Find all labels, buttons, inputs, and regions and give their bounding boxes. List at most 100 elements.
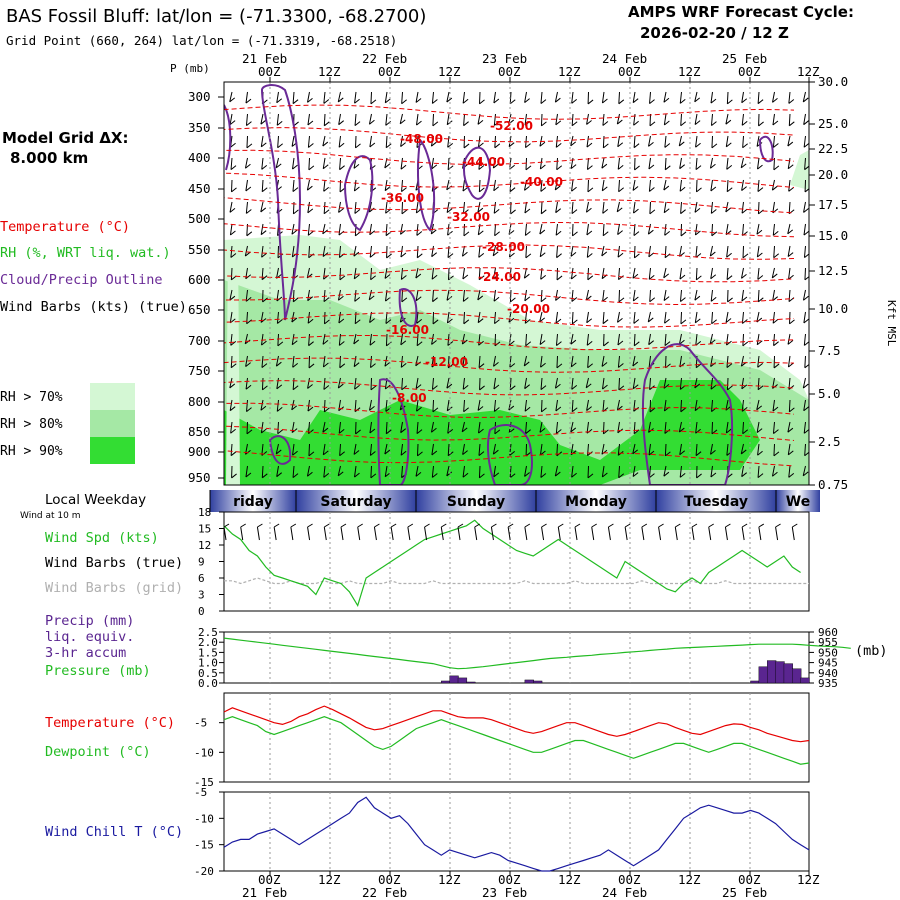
pressure-tick-label: 350 [188,120,211,135]
cs-wind-barb [710,289,717,302]
cs-wind-barb [229,399,236,412]
cs-wind-barb [632,465,639,477]
cs-wind-barb [322,245,329,257]
cs-wind-barb [664,157,671,171]
cs-wind-barb [742,245,749,259]
cs-wind-barb [586,113,592,125]
cs-wind-barb [338,421,345,434]
top-hour-label: 12Z [558,64,581,79]
cs-wind-barb [570,421,577,433]
cs-wind-barb [276,465,282,478]
weekday-label: Saturday [320,494,391,510]
precip-bar [449,675,459,684]
cs-wind-barb [416,333,423,347]
kft-tick-label: 30.0 [818,74,848,89]
cs-wind-barb [741,179,747,191]
cs-wind-barb [353,333,360,345]
surface-wind-barb [474,523,480,541]
cs-wind-barb [587,465,594,479]
cs-wind-barb [756,223,763,235]
cs-wind-barb [787,355,794,368]
cs-wind-barb [355,135,361,149]
cs-wind-barb [261,267,268,281]
cs-wind-barb [261,355,268,368]
cs-wind-barb [571,179,577,192]
cs-wind-barb [323,465,330,478]
rh70-label: RH > 70% [0,390,63,405]
precip-bar [775,661,785,684]
cs-wind-barb [291,223,298,235]
cs-wind-barb [307,223,314,236]
cs-wind-barb [586,399,592,411]
cs-wind-barb [787,245,794,257]
cs-wind-barb [740,157,747,169]
rh90-region [224,380,760,485]
kft-tick-label: 10.0 [818,301,848,316]
cs-wind-barb [710,443,716,455]
cs-wind-barb [400,333,407,346]
cs-wind-barb [741,289,748,302]
cs-wind-barb [757,157,763,170]
top-date-label: 21 Feb [242,51,287,66]
cs-wind-barb [524,223,531,236]
cs-wind-barb [742,421,749,435]
cloud-outline [486,424,533,485]
kft-tick-label: 0.75 [818,477,848,492]
cs-wind-barb [618,377,625,391]
weekday-label: Monday [565,494,627,510]
cs-wind-barb [772,289,778,302]
cs-wind-barb [602,421,609,435]
cs-wind-barb [664,245,671,259]
isotherm-line [224,172,795,188]
cs-wind-barb [492,443,499,455]
surface-wind-barb [223,523,230,541]
cs-wind-barb [461,421,468,433]
cs-wind-barb [789,311,795,325]
cs-wind-barb [523,267,530,279]
pressure-tick-label: 500 [188,211,211,226]
wind-speed-tick-label: 12 [198,539,211,552]
cs-wind-barb [479,377,485,391]
wind-speed-tick-label: 6 [198,572,205,585]
cs-wind-barb [400,267,407,280]
cs-wind-barb [260,113,267,125]
cs-wind-barb [446,201,453,213]
cs-wind-barb [229,223,236,236]
cs-wind-barb [354,465,360,478]
cs-wind-barb [694,113,701,125]
wind-speed-tick-label: 9 [198,556,205,569]
cs-wind-barb [803,113,809,126]
cs-wind-barb [585,201,592,213]
cs-wind-barb [369,443,376,456]
cs-wind-barb [322,333,329,345]
cs-wind-barb [369,223,376,236]
precip-label: Precip (mm) [45,613,134,629]
isotherm-label: -24.00 [478,270,521,284]
cs-wind-barb [525,157,532,171]
cs-wind-barb [787,443,794,456]
cloud-outline [398,288,418,327]
cs-wind-barb [726,355,733,368]
cs-wind-barb [292,157,298,170]
rh80-label: RH > 80% [0,417,63,432]
cs-wind-barb [509,91,516,105]
legend-rh: RH (%, WRT liq. wat.) [0,245,171,261]
cs-wind-barb [758,113,764,127]
cs-wind-barb [323,399,330,413]
pressure-right-tick-label: 935 [818,677,838,690]
cs-wind-barb [632,443,639,455]
rh90-swatch [90,437,135,464]
cs-wind-barb [555,333,562,346]
windchill-tick-label: -10 [194,812,214,825]
cs-wind-barb [696,465,702,479]
top-hour-label: 12Z [318,64,341,79]
cs-wind-barb [771,267,778,279]
bottom-hour-label: 00Z [258,872,281,887]
cs-wind-barb [338,113,344,126]
temperature-label: Temperature (°C) [45,715,175,731]
cs-wind-barb [291,333,298,346]
cs-wind-barb [245,355,251,367]
cs-wind-barb [601,465,608,478]
precip-tick-label: 1.5 [198,646,218,659]
top-hour-label: 00Z [378,64,401,79]
